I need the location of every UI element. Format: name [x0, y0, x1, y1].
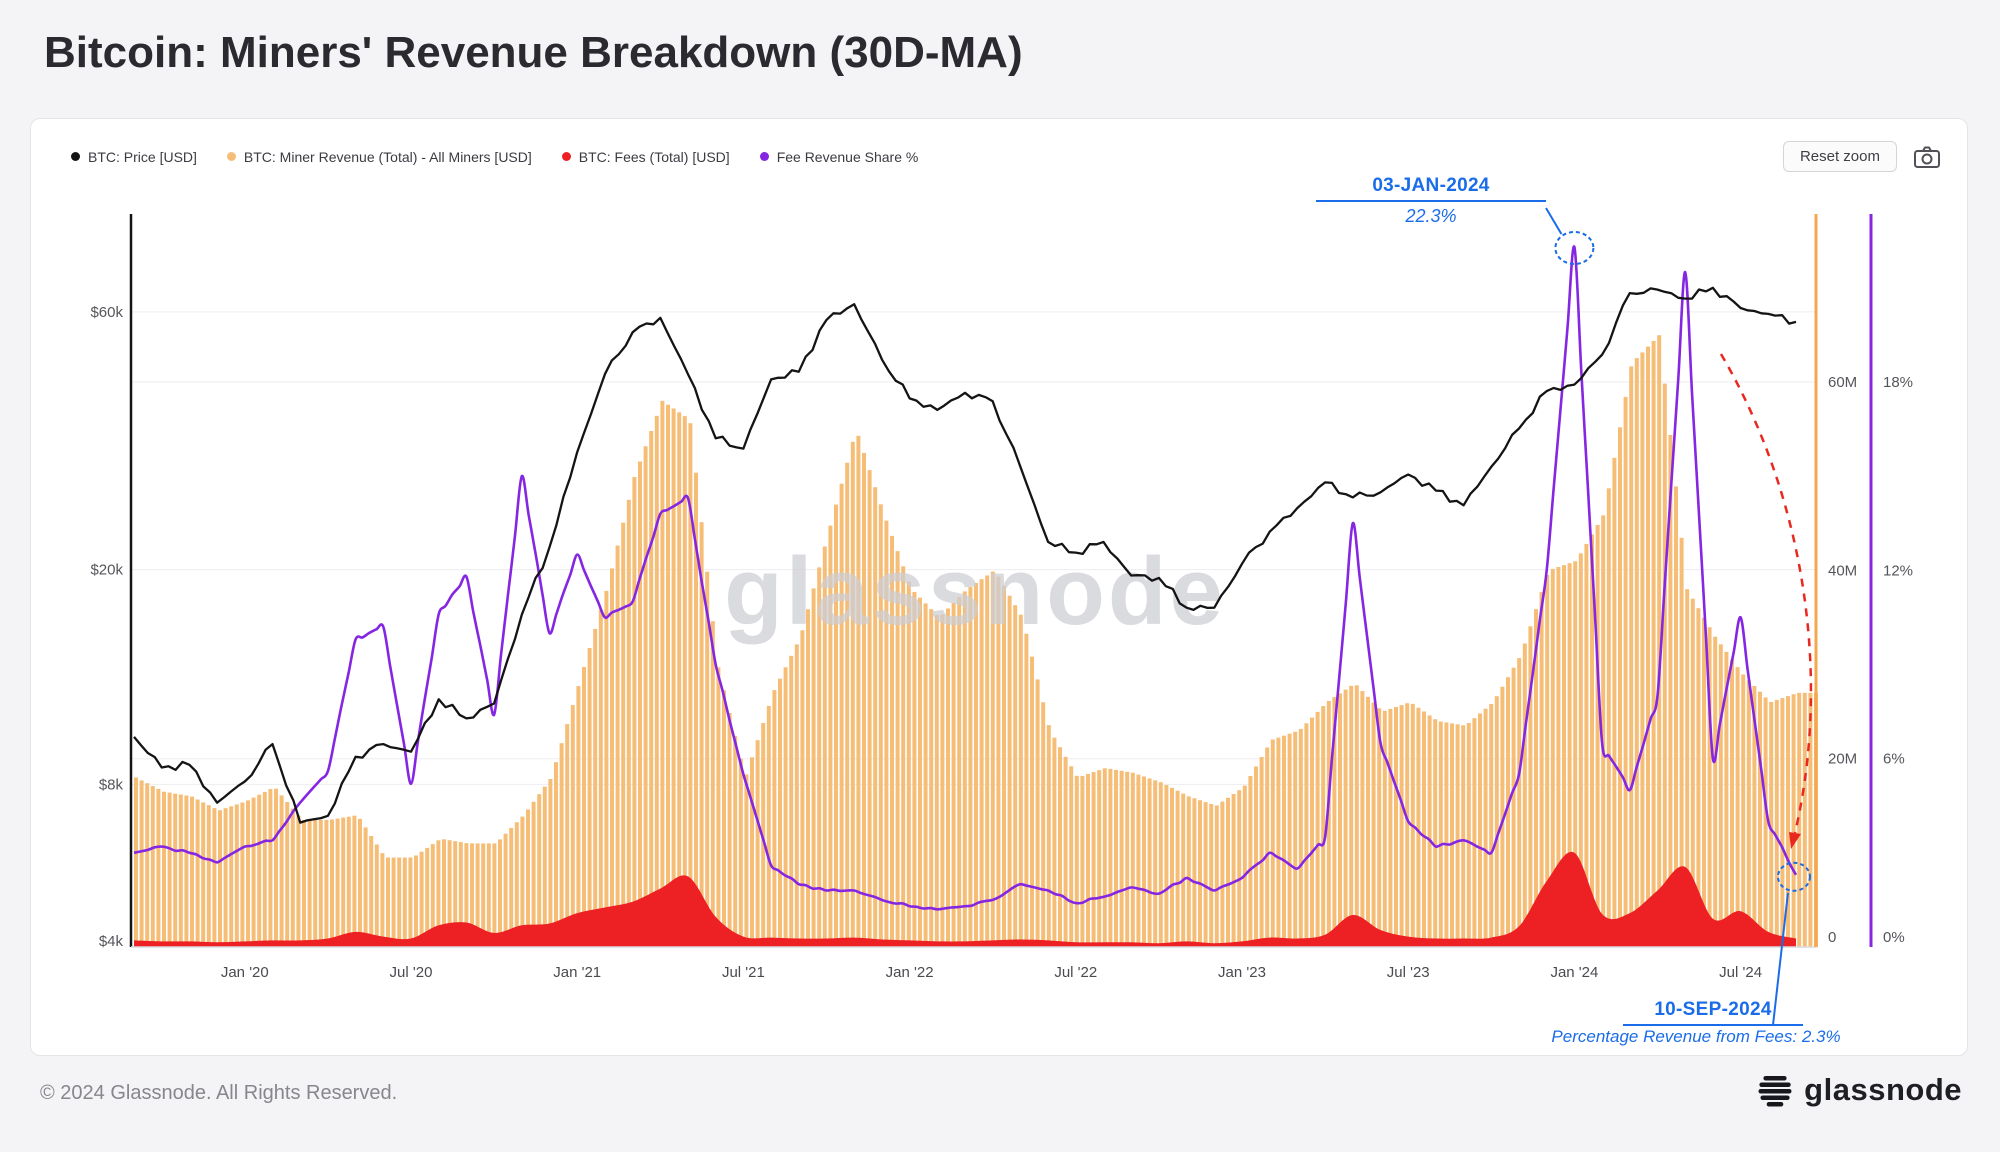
- jan-peak-connector: [1545, 207, 1563, 235]
- glassnode-logo-icon: [1758, 1076, 1792, 1107]
- camera-button[interactable]: [1913, 145, 1941, 169]
- annotation-sep-note: Percentage Revenue from Fees: 2.3%: [1551, 1027, 1841, 1046]
- sep-low-connector: [1772, 892, 1789, 1026]
- svg-text:Jan '24: Jan '24: [1550, 964, 1598, 981]
- svg-text:60M: 60M: [1828, 374, 1857, 391]
- fee-share-line: [133, 245, 1798, 911]
- svg-text:Jul '24: Jul '24: [1719, 964, 1762, 981]
- legend-item-price[interactable]: BTC: Price [USD]: [71, 149, 197, 165]
- axes: [129, 214, 1873, 948]
- svg-text:0%: 0%: [1883, 929, 1905, 946]
- legend-label-price: BTC: Price [USD]: [88, 148, 197, 165]
- legend-label-miner-revenue: BTC: Miner Revenue (Total) - All Miners …: [243, 148, 532, 165]
- miner-revenue-series: [134, 335, 1818, 948]
- glassnode-logo-text: glassnode: [1804, 1072, 1962, 1107]
- svg-text:Jan '23: Jan '23: [1218, 964, 1266, 981]
- camera-icon: [1914, 146, 1940, 168]
- chart-card: glassnode $60k $20k $8k $4k 60M 40M 20M 0 18% 12% 6…: [30, 118, 1968, 1056]
- svg-text:20M: 20M: [1828, 751, 1857, 768]
- svg-text:18%: 18%: [1883, 374, 1913, 391]
- fees-swatch-icon: [561, 152, 571, 161]
- annotation-jan-2024: 03-JAN-2024 22.3%: [1316, 175, 1546, 227]
- fee-share-swatch-icon: [759, 152, 769, 161]
- legend: BTC: Price [USD] BTC: Miner Revenue (Tot…: [71, 149, 918, 165]
- legend-row: BTC: Price [USD] BTC: Miner Revenue (Tot…: [71, 141, 1941, 172]
- svg-text:$4k: $4k: [99, 933, 124, 950]
- svg-text:Jan '21: Jan '21: [553, 964, 601, 981]
- legend-item-fees[interactable]: BTC: Fees (Total) [USD]: [561, 148, 730, 165]
- svg-text:Jan '20: Jan '20: [221, 964, 269, 981]
- fees-series: [134, 851, 1796, 947]
- watermark: glassnode: [724, 538, 1226, 645]
- reset-zoom-button[interactable]: Reset zoom: [1782, 141, 1897, 172]
- sep-low-circle: [1777, 861, 1811, 892]
- legend-item-miner-revenue[interactable]: BTC: Miner Revenue (Total) - All Miners …: [226, 148, 532, 165]
- jan-peak-circle: [1554, 231, 1595, 265]
- annotation-overlays: [1545, 207, 1813, 1026]
- svg-text:Jul '23: Jul '23: [1387, 964, 1430, 981]
- svg-text:$8k: $8k: [99, 776, 124, 793]
- svg-text:40M: 40M: [1828, 562, 1857, 579]
- price-line: [133, 286, 1797, 824]
- annotation-sep-2024: 10-SEP-2024: [1623, 999, 1803, 1026]
- svg-text:Jul '22: Jul '22: [1054, 964, 1097, 981]
- chart-controls: Reset zoom: [1782, 141, 1941, 172]
- legend-label-fees: BTC: Fees (Total) [USD]: [578, 148, 730, 165]
- svg-text:6%: 6%: [1883, 751, 1905, 768]
- decline-arrow-head: [1789, 832, 1801, 849]
- price-swatch-icon: [71, 152, 80, 161]
- legend-item-fee-share[interactable]: Fee Revenue Share %: [759, 148, 919, 165]
- svg-text:12%: 12%: [1883, 562, 1913, 579]
- annotation-jan-date: 03-JAN-2024: [1316, 175, 1546, 202]
- svg-text:0: 0: [1828, 929, 1836, 946]
- svg-text:$60k: $60k: [90, 304, 123, 321]
- miner-revenue-swatch-icon: [226, 152, 236, 161]
- annotation-jan-value: 22.3%: [1405, 206, 1457, 226]
- annotation-sep-date: 10-SEP-2024: [1623, 999, 1803, 1026]
- glassnode-logo: glassnode: [1757, 1072, 1962, 1108]
- axis-labels: $60k $20k $8k $4k 60M 40M 20M 0 18% 12% 6% 0% Jan '2…: [90, 304, 1913, 981]
- footer-copyright: © 2024 Glassnode. All Rights Reserved.: [40, 1082, 398, 1104]
- svg-text:Jul '20: Jul '20: [390, 964, 433, 981]
- svg-text:$20k: $20k: [90, 562, 123, 579]
- svg-text:Jul '21: Jul '21: [722, 964, 765, 981]
- chart-canvas[interactable]: glassnode $60k $20k $8k $4k 60M 40M 20M 0 18% 12% 6…: [31, 119, 1969, 1057]
- svg-text:Jan '22: Jan '22: [886, 964, 934, 981]
- legend-label-fee-share: Fee Revenue Share %: [776, 148, 919, 165]
- page-title: Bitcoin: Miners' Revenue Breakdown (30D-…: [44, 28, 1023, 77]
